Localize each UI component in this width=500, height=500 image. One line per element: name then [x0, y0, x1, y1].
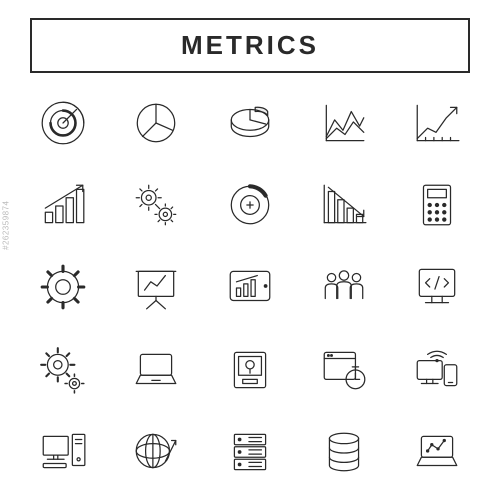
laptop-icon — [124, 340, 190, 400]
devices-wifi-icon — [404, 340, 470, 400]
browser-stopwatch-icon — [311, 340, 377, 400]
gears-icon — [124, 175, 190, 235]
pie-3d-icon — [217, 93, 283, 153]
radar-gauge-icon — [30, 93, 96, 153]
presentation-board-icon — [124, 257, 190, 317]
monitor-code-icon — [404, 257, 470, 317]
gear-icon — [30, 257, 96, 317]
header-box: METRICS — [30, 18, 470, 73]
donut-analytics-icon — [217, 175, 283, 235]
page-title: METRICS — [32, 30, 468, 61]
watermark-text: #262359874 — [2, 201, 11, 251]
tablet-chart-icon — [217, 257, 283, 317]
line-trend-icon — [404, 93, 470, 153]
gear-setup-icon — [30, 340, 96, 400]
desktop-pc-icon — [30, 422, 96, 482]
area-chart-icon — [311, 93, 377, 153]
bar-growth-icon — [30, 175, 96, 235]
laptop-chart-icon — [404, 422, 470, 482]
team-group-icon — [311, 257, 377, 317]
printer-3d-icon — [217, 340, 283, 400]
calculator-icon — [404, 175, 470, 235]
icon-grid — [30, 93, 470, 482]
pie-chart-icon — [124, 93, 190, 153]
globe-analytics-icon — [124, 422, 190, 482]
database-icon — [311, 422, 377, 482]
bar-decline-icon — [311, 175, 377, 235]
server-rack-icon — [217, 422, 283, 482]
